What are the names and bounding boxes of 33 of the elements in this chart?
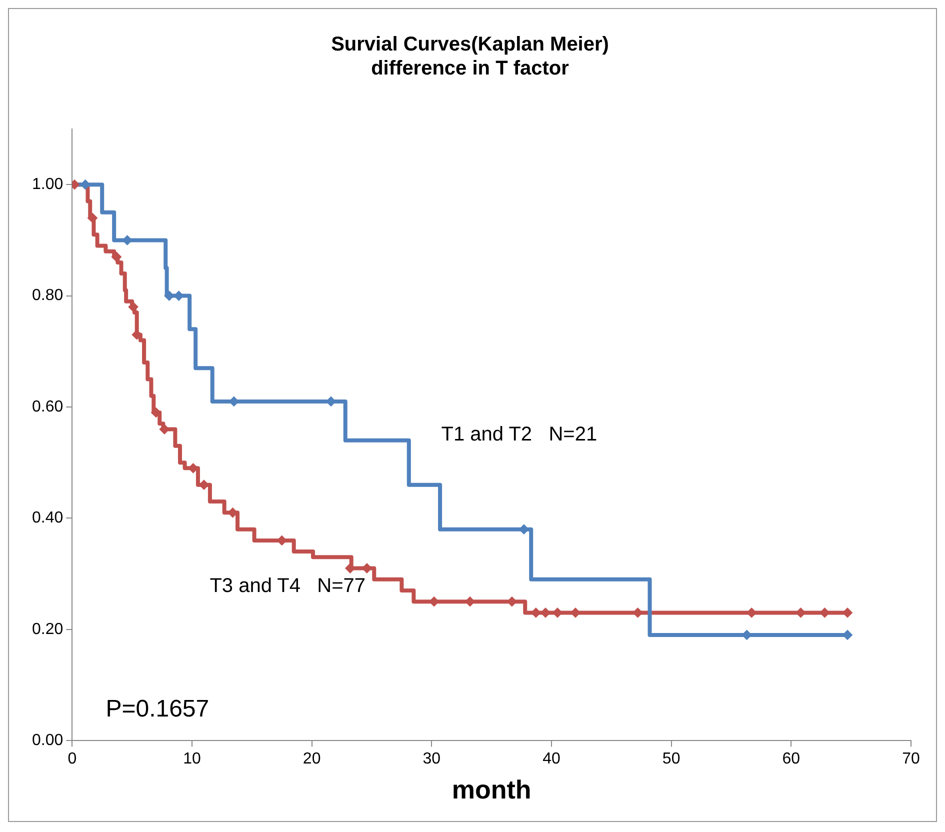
- point: [820, 608, 830, 618]
- y-tick-label: 1.00: [32, 176, 64, 194]
- x-tick-label: 40: [542, 750, 560, 768]
- point: [132, 330, 142, 340]
- y-tick-label: 0.40: [32, 510, 64, 527]
- y-tick-label: 0.00: [32, 732, 64, 750]
- x-tick-label: 60: [782, 750, 800, 768]
- x-tick-label: 50: [662, 750, 680, 768]
- y-tick-label: 0.20: [32, 620, 64, 638]
- point: [122, 235, 132, 246]
- y-tick-label: 0.80: [32, 287, 64, 304]
- point: [159, 424, 170, 434]
- point: [174, 290, 184, 301]
- point: [228, 508, 238, 518]
- x-tick-label: 20: [302, 750, 321, 768]
- series-label: T3 and T4 N=77: [210, 574, 366, 597]
- point: [465, 596, 475, 607]
- x-axis-title: month: [452, 774, 532, 805]
- point: [796, 608, 806, 618]
- point: [80, 180, 90, 190]
- x-tick-label: 30: [422, 750, 441, 768]
- y-tick-label: 0.60: [32, 398, 64, 416]
- annotation: P=0.1657: [106, 696, 210, 723]
- x-tick-label: 10: [183, 750, 201, 768]
- chart-title: Survial Curves(Kaplan Meier) difference in T factor: [331, 34, 609, 80]
- point: [128, 302, 138, 312]
- point: [111, 252, 122, 262]
- point: [88, 212, 98, 223]
- x-tick-label: 0: [68, 750, 77, 768]
- point: [632, 608, 643, 618]
- series-label: T1 and T2 N=21: [441, 423, 598, 446]
- point: [164, 290, 174, 301]
- x-tick-label: 70: [902, 750, 920, 768]
